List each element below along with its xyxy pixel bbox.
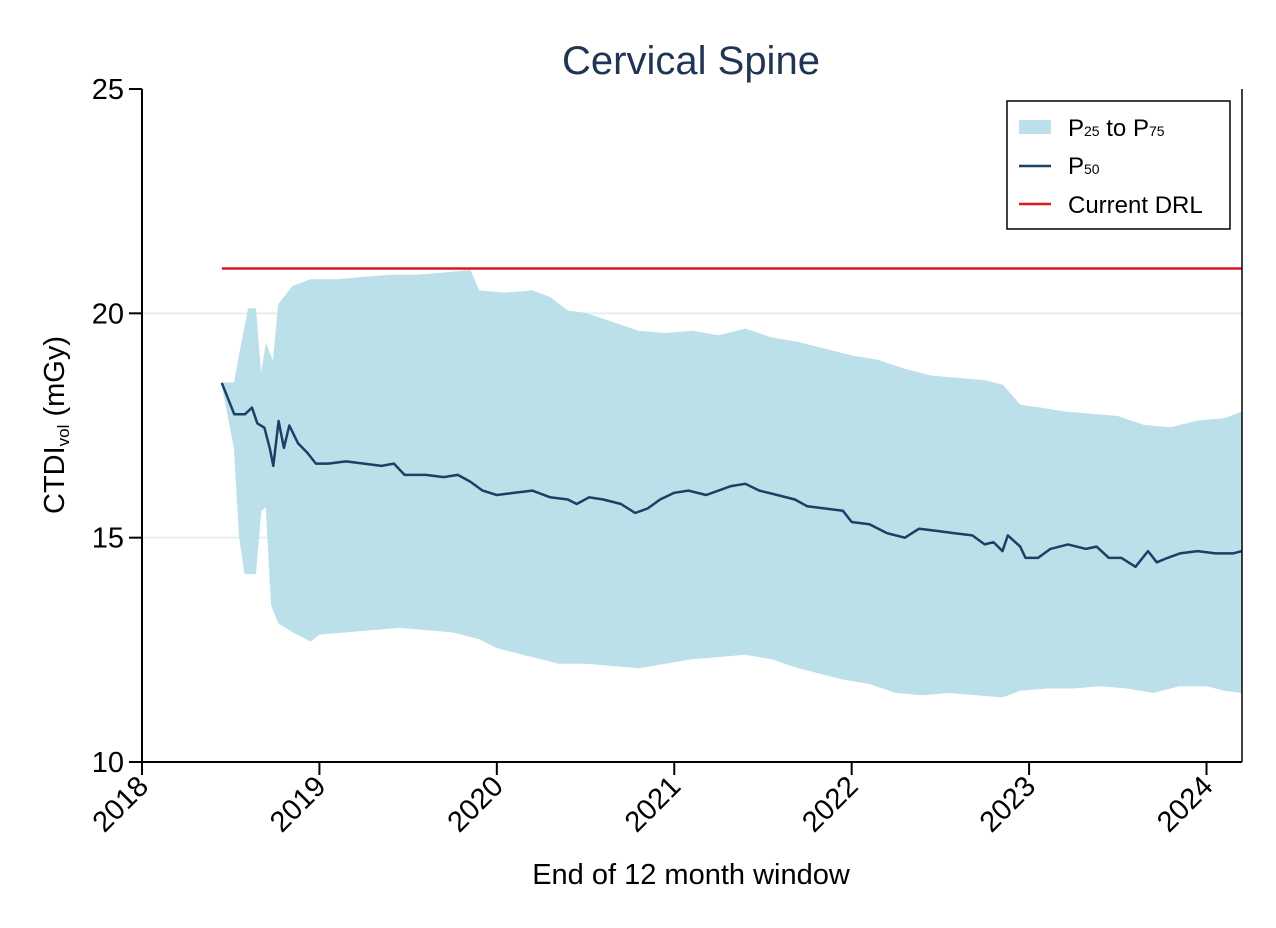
y-axis-label-unit: (mGy): [39, 336, 71, 425]
x-axis-label: End of 12 month window: [532, 859, 851, 891]
chart-title: Cervical Spine: [562, 39, 820, 83]
axes: [141, 89, 1243, 763]
y-tick-label-10: 10: [92, 747, 124, 779]
legend-label-median: P50: [1068, 153, 1100, 180]
legend-label-band: P25 to P75: [1068, 115, 1165, 142]
y-axis-label-main: CTDI: [39, 446, 71, 514]
legend-swatch-band: [1019, 120, 1051, 134]
line-layer: [220, 267, 1243, 569]
y-tick-label-15: 15: [92, 523, 124, 555]
y-tick-label-25: 25: [92, 74, 124, 106]
y-axis-label: CTDIvol (mGy): [39, 336, 73, 514]
legend: P25 to P75 P50 Current DRL: [1006, 100, 1231, 230]
y-ticks: 10 15 20 25: [92, 74, 142, 779]
y-tick-label-20: 20: [92, 298, 124, 330]
y-axis-label-subscript: vol: [54, 425, 73, 447]
p50-median-line: [220, 382, 1243, 569]
legend-label-drl: Current DRL: [1068, 192, 1203, 219]
